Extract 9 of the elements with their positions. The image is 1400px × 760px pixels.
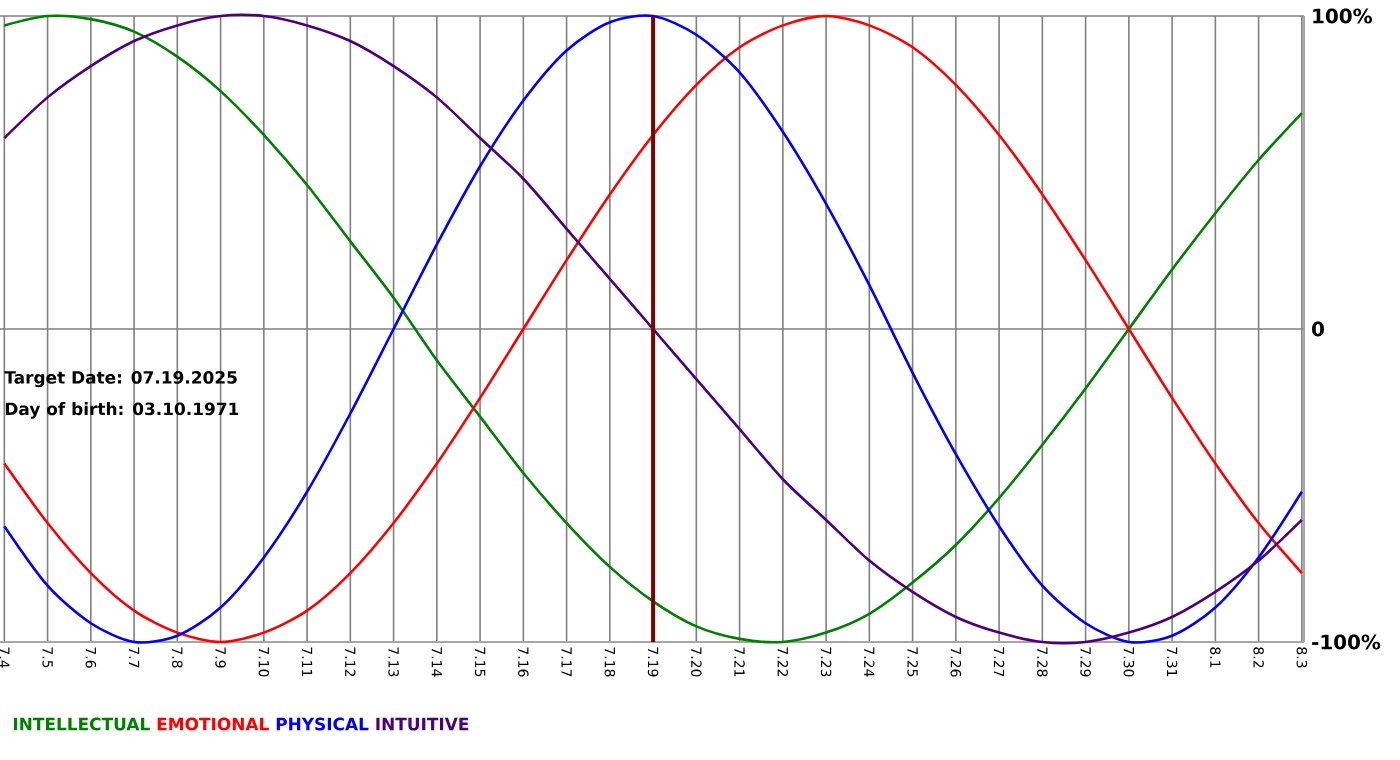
annotation: Target Date: 07.19.2025 — [4, 370, 237, 388]
text: INTUITIVE — [376, 717, 469, 731]
text: INTELLECTUAL — [13, 717, 150, 731]
y-tick-label: 0 — [1312, 321, 1324, 337]
text: PHYSICAL — [276, 717, 369, 731]
y-tick-label: 100% — [1313, 8, 1372, 24]
annotation: Day of birth: 03.10.1971 — [5, 402, 239, 419]
text: EMOTIONAL — [157, 717, 269, 731]
y-tick-label: -100% — [1312, 634, 1381, 650]
